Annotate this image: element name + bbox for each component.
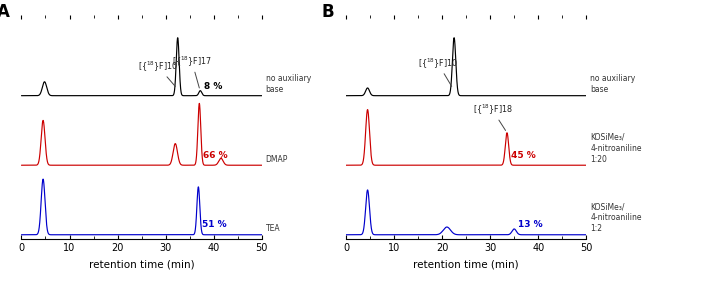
Text: KOSiMe₃/
4-nitroaniline
1:20: KOSiMe₃/ 4-nitroaniline 1:20	[590, 132, 641, 164]
Text: DMAP: DMAP	[266, 155, 288, 164]
Text: B: B	[322, 3, 335, 21]
Text: no auxiliary
base: no auxiliary base	[590, 74, 636, 94]
Text: [{$^{18}$}F]10: [{$^{18}$}F]10	[418, 57, 458, 86]
Text: [{$^{18}$}F]18: [{$^{18}$}F]18	[473, 103, 513, 130]
Text: no auxiliary
base: no auxiliary base	[266, 74, 311, 94]
Text: 8 %: 8 %	[204, 82, 222, 91]
Text: A: A	[0, 3, 10, 21]
Text: TEA: TEA	[266, 224, 280, 233]
Text: KOSiMe₃/
4-nitroaniline
1:2: KOSiMe₃/ 4-nitroaniline 1:2	[590, 202, 641, 233]
X-axis label: retention time (min): retention time (min)	[413, 259, 519, 269]
Text: [{$^{18}$}F]10: [{$^{18}$}F]10	[139, 60, 179, 86]
X-axis label: retention time (min): retention time (min)	[89, 259, 194, 269]
Text: 51 %: 51 %	[202, 220, 227, 228]
Text: [{$^{18}$}F]17: [{$^{18}$}F]17	[172, 55, 212, 88]
Text: 45 %: 45 %	[511, 151, 536, 160]
Text: 13 %: 13 %	[518, 220, 543, 229]
Text: 66 %: 66 %	[203, 151, 228, 160]
